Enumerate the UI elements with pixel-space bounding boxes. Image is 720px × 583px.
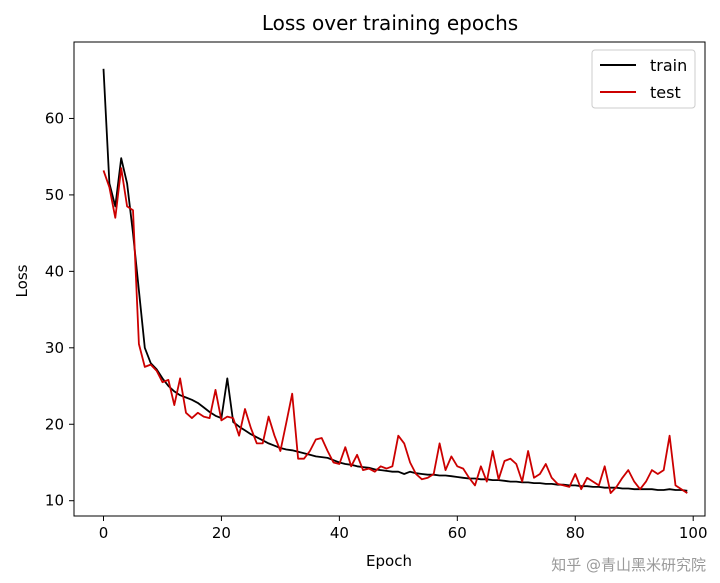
y-tick-label: 50 <box>45 186 64 204</box>
y-tick-label: 60 <box>45 109 64 127</box>
x-tick-label: 40 <box>330 524 349 542</box>
legend-label-test: test <box>650 83 681 102</box>
x-tick-label: 80 <box>566 524 585 542</box>
legend-label-train: train <box>650 56 687 75</box>
series-line-train <box>102 68 688 492</box>
y-tick-label: 20 <box>45 415 64 433</box>
x-axis-label: Epoch <box>366 552 412 570</box>
x-tick-label: 20 <box>212 524 231 542</box>
y-tick-label: 30 <box>45 339 64 357</box>
y-axis-label: Loss <box>13 264 31 297</box>
legend: train test <box>591 49 696 109</box>
tick-layer: 0 20 40 60 80 100 10 20 30 40 50 60 <box>45 109 708 542</box>
y-tick-label: 40 <box>45 262 64 280</box>
y-tick-label: 10 <box>45 492 64 510</box>
watermark: 知乎 @青山黑米研究院 <box>551 556 706 574</box>
x-tick-label: 0 <box>99 524 109 542</box>
chart-title: Loss over training epochs <box>262 11 518 35</box>
plot-frame <box>73 41 706 517</box>
series-line-test <box>102 167 688 495</box>
x-tick-label: 60 <box>448 524 467 542</box>
x-tick-label: 100 <box>679 524 708 542</box>
series-layer <box>102 68 688 495</box>
